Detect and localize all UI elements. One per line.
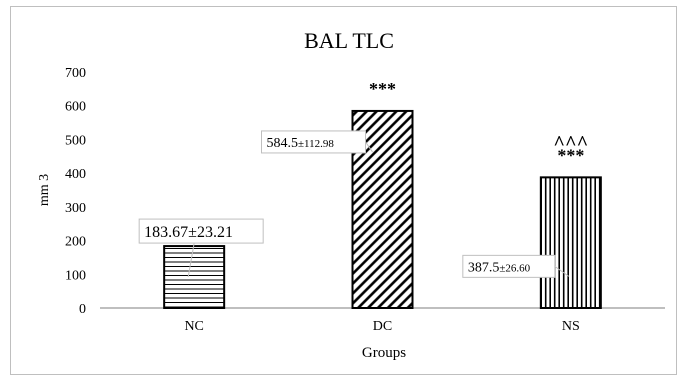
y-tick-label: 0 <box>79 302 86 317</box>
x-axis-label: Groups <box>362 345 406 361</box>
y-tick-label: 500 <box>65 133 86 148</box>
significance-mark: ^^^ <box>553 132 588 154</box>
data-label: 584.5±112.98 <box>267 136 335 151</box>
callout-leader-line <box>554 265 570 277</box>
x-tick-label: NC <box>184 319 203 334</box>
callout-box <box>462 254 556 278</box>
callout-leader-line <box>187 242 195 278</box>
x-tick-label: NS <box>562 319 580 334</box>
x-tick-label: DC <box>373 319 392 334</box>
chart-title: BAL TLC <box>304 28 394 53</box>
y-axis-ticks: 0 100 200 300 400 500 600 700 <box>65 66 86 317</box>
bar-nc <box>163 245 226 309</box>
data-label: 183.67±23.21 <box>144 224 233 241</box>
y-tick-label: 100 <box>65 268 86 283</box>
significance-mark: *** <box>557 145 584 165</box>
bars-group <box>163 109 602 309</box>
significance-marks: ***^^^*** <box>369 79 588 165</box>
y-tick-label: 200 <box>65 235 86 250</box>
callout-leader-line <box>365 141 373 153</box>
y-tick-label: 400 <box>65 167 86 182</box>
x-axis-ticks: NC DC NS <box>184 319 579 334</box>
data-label-value: 387.5 <box>468 260 500 275</box>
callout-box <box>138 218 264 244</box>
data-label: 387.5±26.60 <box>468 260 531 275</box>
data-label-error: ±112.98 <box>298 138 334 150</box>
data-label-value: 584.5 <box>267 136 299 151</box>
y-tick-label: 700 <box>65 66 86 81</box>
y-axis-label: mm 3 <box>37 174 52 206</box>
y-tick-label: 600 <box>65 100 86 115</box>
value-callouts: 183.67±23.21 584.5±112.98 387.5±26.60 <box>138 130 570 278</box>
data-label-error: ±26.60 <box>499 262 530 274</box>
callout-box <box>261 130 366 154</box>
y-tick-label: 300 <box>65 201 86 216</box>
data-label-value: 183.67±23.21 <box>144 224 233 241</box>
bar-ns <box>539 176 602 309</box>
significance-mark: *** <box>369 79 396 99</box>
